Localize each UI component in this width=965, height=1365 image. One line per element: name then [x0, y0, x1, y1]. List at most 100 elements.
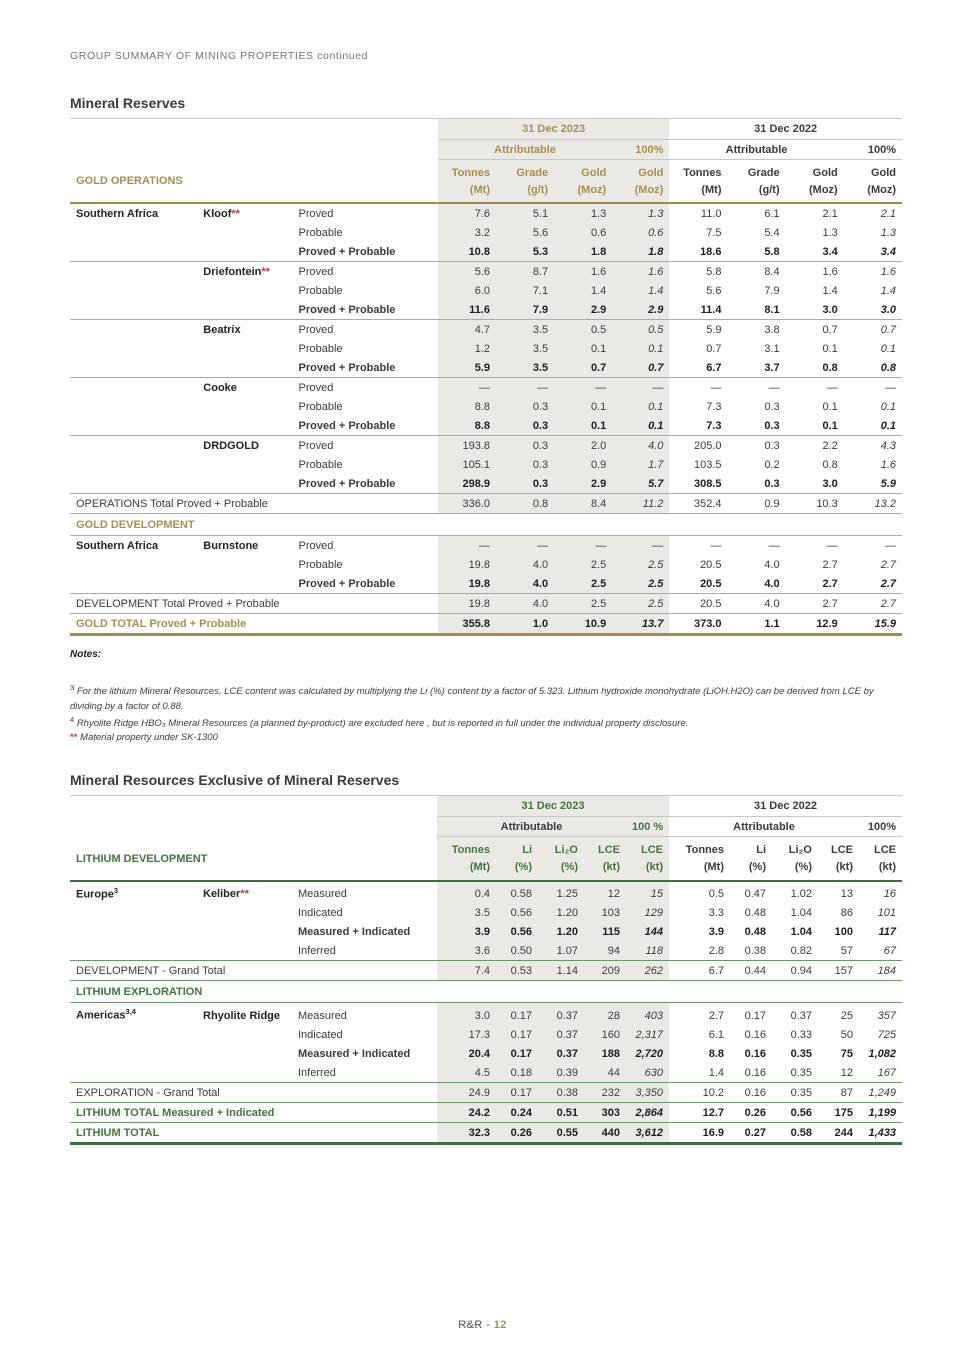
value-cell: 8.1	[764, 304, 780, 317]
region-cell	[70, 1025, 197, 1044]
region-cell	[70, 555, 197, 574]
value-cell: 5.9	[437, 358, 496, 378]
column-header-line1: LCE	[598, 844, 620, 857]
value-cell: 103.5	[693, 459, 722, 472]
attributable-2023-label: Attributable	[437, 139, 613, 160]
value-cell: 357	[877, 1009, 896, 1022]
region-cell	[70, 261, 198, 282]
column-header-line2: (%)	[748, 861, 766, 874]
notes-list: 3 For the lithium Mineral Resources, LCE…	[70, 682, 902, 745]
value-cell: 1.07	[538, 941, 584, 961]
pct-2023-label: 100%	[612, 139, 670, 160]
value-cell: 4.7	[437, 319, 496, 340]
value-cell: 129	[626, 903, 669, 923]
table-row: EXPLORATION - Grand Total 24.9 0.17 0.38 232…	[70, 1081, 902, 1103]
value-cell: 3.9	[437, 922, 496, 942]
value-cell: 2.7	[880, 578, 896, 591]
value-cell: —	[495, 377, 555, 398]
value-cell: 0.3	[495, 397, 555, 417]
column-header: Gold (Moz)	[612, 159, 670, 205]
value-cell: 1.3	[880, 227, 896, 240]
value-cell: 6.7	[706, 362, 722, 375]
value-cell: 0.1	[554, 397, 613, 417]
column-header: Tonnes (Mt)	[437, 159, 496, 205]
total-row-label: EXPLORATION - Grand Total	[70, 1081, 437, 1103]
value-cell: 6.1	[708, 1028, 724, 1041]
value-cell: 1.8	[554, 242, 613, 262]
column-header-line2: (%)	[560, 861, 578, 874]
column-header: Li₂O (%)	[538, 836, 584, 882]
value-cell: 1.20	[538, 903, 584, 923]
attributable-2023-label: Attributable	[437, 816, 626, 838]
value-cell: 3.5	[437, 903, 496, 923]
value-cell: 7.4	[437, 960, 496, 981]
value-cell: —	[727, 377, 786, 398]
pct-2023-label: 100 %	[626, 816, 669, 838]
value-cell: 4.0	[495, 593, 555, 614]
table-row: DEVELOPMENT Total Proved + Probable 19.8 4…	[70, 593, 902, 614]
value-cell: 1.6	[554, 261, 613, 282]
value-cell: 1,249	[859, 1081, 902, 1103]
value-cell: 0.1	[612, 339, 670, 359]
table-row: Probable 105.1 0.3 0.9 1.7 103.5 0.2 0.8 1.6	[70, 455, 902, 475]
value-cell: 209	[584, 960, 626, 981]
region-cell	[70, 319, 198, 340]
value-cell: 20.5	[669, 593, 728, 614]
value-cell: 725	[877, 1028, 896, 1041]
note-marker: 4	[70, 714, 75, 724]
value-cell: 12.9	[785, 613, 844, 637]
value-cell: 2,317	[626, 1024, 669, 1044]
value-cell: 1.4	[554, 281, 613, 301]
value-cell: 0.50	[496, 941, 538, 961]
region-cell	[70, 377, 198, 398]
value-cell: 0.38	[538, 1081, 584, 1103]
column-header-line1: Gold	[581, 167, 607, 179]
region-cell	[70, 397, 197, 416]
value-cell: 3.5	[495, 358, 555, 378]
table-row: Proved + Probable 11.6 7.9 2.9 2.9 11.4 8.1 3.0…	[70, 300, 902, 320]
value-cell: 0.39	[538, 1062, 584, 1083]
value-cell: 1.25	[538, 880, 584, 904]
column-header: Gold (Moz)	[785, 159, 844, 205]
column-header-line1: Tonnes	[451, 167, 490, 179]
value-cell: 175	[818, 1101, 859, 1123]
value-cell: 1.3	[822, 227, 838, 240]
column-header: LCE (kt)	[859, 836, 902, 882]
table-row: DEVELOPMENT - Grand Total 7.4 0.53 1.14 209 2…	[70, 960, 902, 981]
value-cell: 1.7	[612, 455, 670, 475]
region-footnote-sup: 3,4	[125, 1007, 136, 1017]
value-cell: 352.4	[669, 493, 728, 514]
column-header-line1: LCE	[874, 844, 896, 857]
value-cell: 8.7	[495, 261, 555, 282]
property-cell	[197, 574, 292, 594]
value-cell: 2,864	[626, 1101, 669, 1123]
value-cell: 5.9	[669, 319, 728, 340]
category-cell: Proved	[292, 435, 438, 456]
table-row: Southern Africa Kloof** Proved 7.6 5.1 1.3 1.3…	[70, 203, 902, 224]
value-cell: 193.8	[437, 435, 496, 456]
value-cell: 0.48	[744, 907, 766, 920]
category-cell: Proved + Probable	[298, 578, 396, 591]
value-cell: 5.1	[495, 203, 555, 224]
table-row: GOLD TOTAL Proved + Probable 355.8 1.0 10.9…	[70, 613, 902, 637]
value-cell: 0.1	[822, 401, 838, 414]
column-header-line2: (kt)	[835, 861, 853, 874]
value-cell: 1.2	[437, 339, 496, 359]
region-footnote-sup: 3	[113, 885, 119, 895]
value-cell: 4.5	[437, 1062, 496, 1083]
attributable-2022-label: Attributable	[669, 816, 859, 838]
value-cell: —	[785, 377, 844, 398]
value-cell: 28	[584, 1002, 626, 1025]
blank-cell	[70, 796, 437, 817]
total-row-label: GOLD TOTAL Proved + Probable	[70, 613, 438, 637]
value-cell: 144	[626, 922, 669, 942]
value-cell: 0.47	[744, 888, 766, 901]
category-cell: Proved + Probable	[298, 246, 396, 259]
value-cell: 10.8	[437, 242, 496, 262]
value-cell: 44	[584, 1062, 626, 1083]
value-cell: 0.7	[554, 358, 613, 378]
value-cell: 2.7	[822, 578, 838, 591]
property-cell: Burnstone	[197, 536, 292, 556]
value-cell: 5.9	[880, 478, 896, 491]
value-cell: 0.38	[744, 945, 766, 958]
